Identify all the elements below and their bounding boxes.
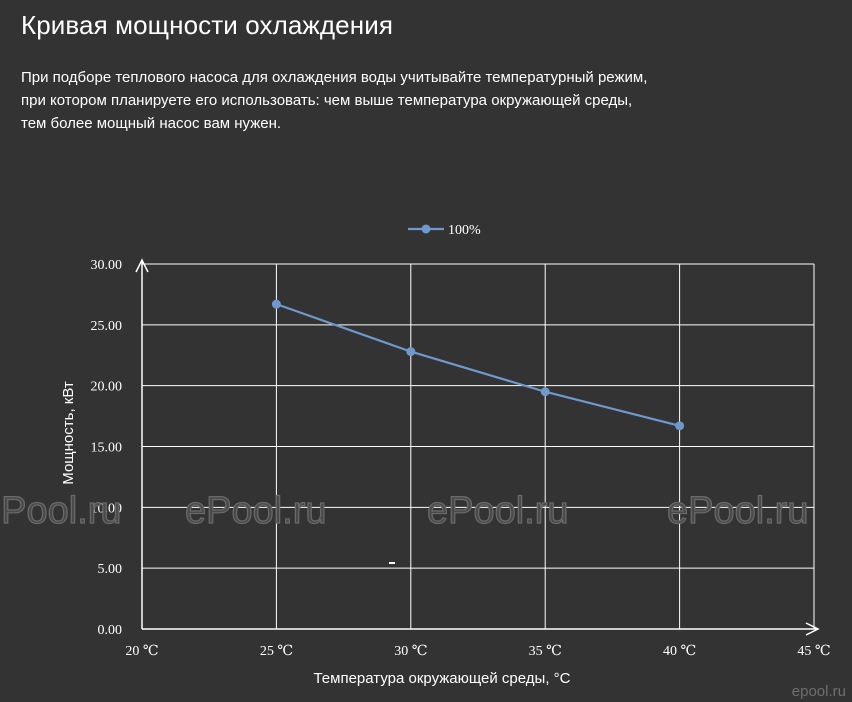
y-tick-label: 5.00 — [98, 562, 123, 577]
description-line: при котором планируете его использовать:… — [21, 92, 633, 109]
watermark: ePool.ru — [427, 490, 569, 532]
y-tick-label: 0.00 — [98, 623, 123, 638]
page-title: Кривая мощности охлаждения — [21, 10, 393, 40]
chart-series — [271, 299, 685, 431]
x-axis-arrow — [805, 622, 820, 636]
legend-label: 100% — [448, 223, 481, 238]
chart-grid — [142, 263, 815, 629]
description-line: При подборе теплового насоса для охлажде… — [21, 69, 648, 86]
x-axis-label: Температура окружающей среды, °С — [313, 670, 570, 687]
x-tick-label: 20 ℃ — [125, 644, 158, 659]
chart-axes — [135, 258, 820, 636]
x-tick-label: 35 ℃ — [529, 644, 562, 659]
data-point — [540, 387, 550, 397]
page-description: При подборе теплового насоса для охлажде… — [21, 66, 721, 135]
series-line — [276, 303, 680, 427]
watermark: ePool.ru — [0, 490, 122, 532]
stray-mark — [389, 562, 395, 564]
x-tick-label: 25 ℃ — [260, 644, 293, 659]
y-tick-label: 20.00 — [91, 380, 123, 395]
data-point — [406, 347, 416, 357]
watermark-layer: ePool.ru ePool.ru ePool.ru ePool.ru — [0, 489, 809, 532]
data-point — [675, 421, 685, 431]
legend-marker — [421, 224, 431, 234]
y-axis-arrow — [135, 258, 149, 273]
x-tick-label: 45 ℃ — [797, 644, 830, 659]
watermark: ePool.ru — [667, 490, 809, 532]
y-tick-label: 10.00 — [91, 501, 123, 516]
data-point — [271, 299, 281, 309]
y-tick-label: 30.00 — [91, 258, 123, 273]
y-tick-label: 25.00 — [91, 319, 123, 334]
watermark: ePool.ru — [185, 490, 327, 532]
x-tick-label: 40 ℃ — [663, 644, 696, 659]
y-tick-label: 15.00 — [91, 441, 123, 456]
chart-legend: 100% — [408, 223, 481, 238]
y-axis-label: Мощность, кВт — [60, 381, 77, 485]
corner-watermark: epool.ru — [791, 683, 846, 700]
x-tick-label: 30 ℃ — [394, 644, 427, 659]
chart-tick-labels: 0.00 5.00 10.00 15.00 20.00 25.00 30.00 20 ℃ 25 … — [91, 258, 831, 659]
description-line: тем более мощный насос вам нужен. — [21, 115, 282, 132]
